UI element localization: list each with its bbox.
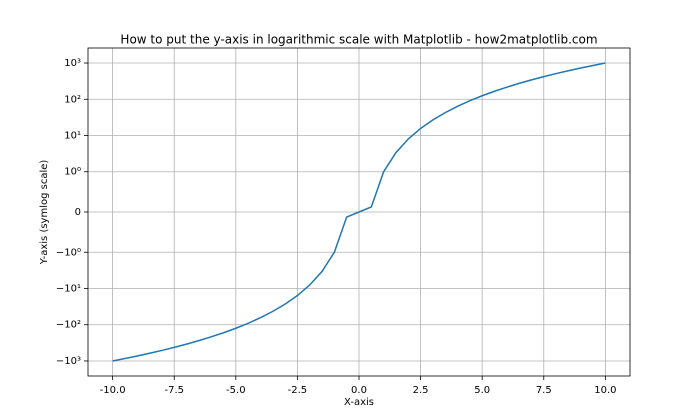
y-tick-label: −10² bbox=[56, 320, 81, 331]
x-tick-label: 10.0 bbox=[594, 385, 616, 396]
x-tick-label: 7.5 bbox=[536, 385, 552, 396]
x-tick-label: -10.0 bbox=[100, 385, 126, 396]
data-line bbox=[112, 62, 606, 362]
x-tick-label: 5.0 bbox=[474, 385, 490, 396]
y-axis-label: Y-axis (symlog scale) bbox=[39, 160, 50, 266]
x-tick-label: -2.5 bbox=[288, 385, 308, 396]
y-tick-label: −10³ bbox=[56, 356, 81, 367]
plot-frame bbox=[87, 47, 631, 377]
x-tick-label: -7.5 bbox=[164, 385, 184, 396]
y-tick-label: −10¹ bbox=[56, 283, 81, 294]
y-tick-label: 10² bbox=[64, 94, 81, 105]
x-tick-label: -5.0 bbox=[226, 385, 246, 396]
y-tick-label: 10⁰ bbox=[64, 167, 81, 178]
y-tick-label: −10⁰ bbox=[56, 247, 81, 258]
y-tick-label: 10¹ bbox=[64, 131, 81, 142]
y-tick-label: 0 bbox=[75, 207, 81, 218]
y-tick-label: 10³ bbox=[64, 58, 81, 69]
x-tick-label: 2.5 bbox=[413, 385, 429, 396]
x-tick-label: 0.0 bbox=[351, 385, 367, 396]
x-axis-label: X-axis bbox=[344, 397, 374, 408]
chart-title: How to put the y-axis in logarithmic sca… bbox=[120, 33, 597, 47]
